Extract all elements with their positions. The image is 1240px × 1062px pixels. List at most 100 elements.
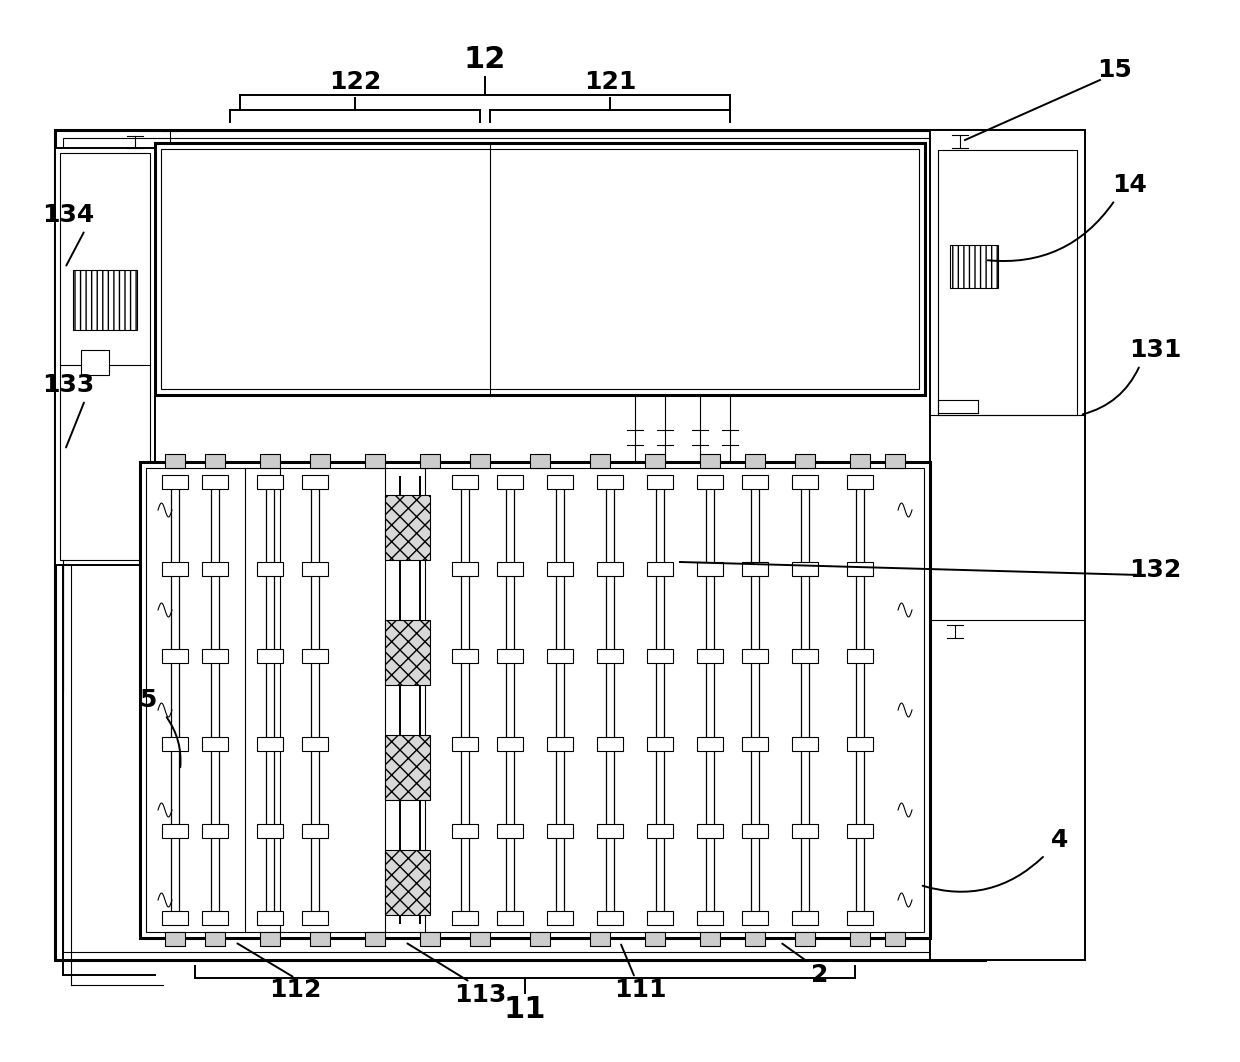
Bar [300, 482, 384, 918]
Bar [384, 495, 430, 560]
Bar [497, 562, 523, 577]
Bar [205, 453, 224, 468]
Bar [140, 462, 930, 938]
Bar [849, 453, 870, 468]
Bar [162, 824, 188, 838]
Bar [647, 562, 673, 577]
Bar [257, 649, 283, 664]
Bar [453, 737, 477, 751]
Bar [590, 453, 610, 468]
Bar [81, 350, 109, 375]
Bar [885, 932, 905, 946]
Bar [697, 649, 723, 664]
Bar [742, 475, 768, 489]
Bar [697, 475, 723, 489]
Bar [795, 453, 815, 468]
Bar [257, 737, 283, 751]
Bar [645, 453, 665, 468]
Bar [165, 482, 255, 918]
Bar [257, 824, 283, 838]
Bar [742, 737, 768, 751]
Bar [55, 130, 985, 960]
Bar [470, 932, 490, 946]
Bar [547, 824, 573, 838]
Bar [742, 911, 768, 925]
Bar [590, 932, 610, 946]
Bar [470, 453, 490, 468]
Bar [73, 270, 136, 330]
Bar [596, 824, 622, 838]
Bar [420, 453, 440, 468]
Text: 4: 4 [1052, 828, 1069, 852]
Bar [497, 737, 523, 751]
Bar [950, 245, 998, 288]
Bar [701, 453, 720, 468]
Bar [303, 475, 329, 489]
Bar [701, 932, 720, 946]
Text: 122: 122 [329, 70, 381, 95]
Text: 134: 134 [42, 203, 94, 227]
Bar [792, 737, 818, 751]
Bar [257, 562, 283, 577]
Bar [547, 649, 573, 664]
Bar [260, 932, 280, 946]
Bar [847, 475, 873, 489]
Bar [260, 453, 280, 468]
Bar [497, 824, 523, 838]
Bar [647, 649, 673, 664]
Bar [697, 737, 723, 751]
Bar [257, 475, 283, 489]
Bar [202, 911, 228, 925]
Text: 121: 121 [584, 70, 636, 95]
Bar [497, 649, 523, 664]
Bar [63, 138, 977, 952]
Bar [529, 932, 551, 946]
Bar [55, 148, 155, 565]
Bar [162, 911, 188, 925]
Bar [697, 911, 723, 925]
Bar [596, 737, 622, 751]
Text: 12: 12 [464, 46, 506, 74]
Bar [847, 824, 873, 838]
Bar [202, 649, 228, 664]
Bar [453, 562, 477, 577]
Text: 2: 2 [811, 963, 828, 987]
Bar [60, 153, 150, 560]
Bar [420, 932, 440, 946]
Bar [647, 475, 673, 489]
Bar [303, 649, 329, 664]
Bar [303, 911, 329, 925]
Bar [547, 562, 573, 577]
Bar [647, 737, 673, 751]
Bar [547, 475, 573, 489]
Bar [792, 475, 818, 489]
Text: 15: 15 [1097, 58, 1132, 82]
Bar [303, 824, 329, 838]
Bar [596, 475, 622, 489]
Bar [596, 649, 622, 664]
Bar [303, 562, 329, 577]
Bar [596, 562, 622, 577]
Bar [529, 453, 551, 468]
Bar [847, 649, 873, 664]
Bar [303, 737, 329, 751]
Bar [742, 824, 768, 838]
Bar [849, 932, 870, 946]
Bar [162, 562, 188, 577]
Bar [453, 911, 477, 925]
Bar [547, 737, 573, 751]
Bar [365, 453, 384, 468]
Bar [202, 737, 228, 751]
Bar [937, 150, 1078, 415]
Bar [647, 824, 673, 838]
Bar [547, 911, 573, 925]
Text: 5: 5 [139, 688, 156, 712]
Text: 11: 11 [503, 995, 547, 1025]
Bar [697, 824, 723, 838]
Bar [792, 911, 818, 925]
Bar [697, 562, 723, 577]
Bar [257, 911, 283, 925]
Bar [847, 737, 873, 751]
Bar [310, 932, 330, 946]
Bar [384, 735, 430, 800]
